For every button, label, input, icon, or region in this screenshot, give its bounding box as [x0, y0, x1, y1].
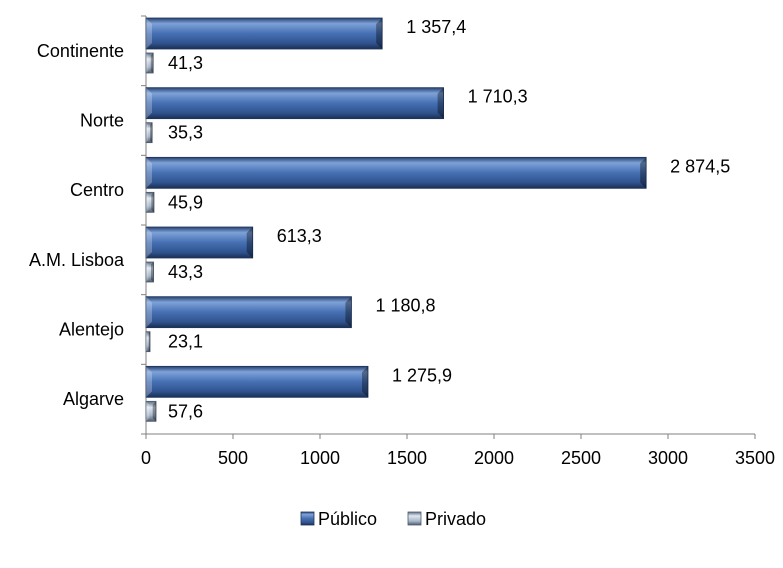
category-label: A.M. Lisboa — [29, 250, 125, 270]
bar-privado — [145, 331, 151, 353]
data-label-privado: 23,1 — [168, 332, 203, 352]
legend-item: Privado — [407, 509, 486, 529]
x-tick-label: 3000 — [648, 448, 688, 468]
bar-privado — [145, 191, 155, 213]
data-label-privado: 57,6 — [168, 401, 203, 421]
category-label: Alentejo — [59, 320, 124, 340]
bar-publico — [145, 17, 383, 50]
bar-publico — [145, 365, 369, 398]
bar-privado — [145, 122, 153, 144]
bar-privado — [145, 261, 154, 283]
bar-publico — [145, 87, 444, 120]
data-label-privado: 45,9 — [168, 192, 203, 212]
bar-publico — [145, 156, 647, 189]
legend-swatch — [300, 511, 315, 526]
data-label-publico: 2 874,5 — [670, 156, 730, 176]
category-label: Norte — [80, 111, 124, 131]
data-label-publico: 1 357,4 — [406, 17, 466, 37]
data-label-privado: 41,3 — [168, 53, 203, 73]
data-label-privado: 35,3 — [168, 123, 203, 143]
plot-area: 0 500 1000 1500 2000 2500 3000 3500 Continente 1 … — [29, 15, 775, 468]
x-tick-label: 3500 — [735, 448, 775, 468]
legend-swatch — [407, 511, 422, 526]
x-tick-label: 2000 — [474, 448, 514, 468]
x-tick-label: 1000 — [300, 448, 340, 468]
data-label-privado: 43,3 — [168, 262, 203, 282]
category-label: Centro — [70, 180, 124, 200]
category-label: Algarve — [63, 389, 124, 409]
bar-privado — [145, 400, 157, 422]
category-label: Continente — [37, 41, 124, 61]
legend-label: Privado — [425, 509, 486, 529]
data-label-publico: 613,3 — [277, 226, 322, 246]
data-label-publico: 1 275,9 — [392, 365, 452, 385]
data-label-publico: 1 710,3 — [468, 87, 528, 107]
legend: Público Privado — [300, 509, 486, 529]
bar-publico — [145, 226, 254, 259]
bar-publico — [145, 296, 352, 329]
data-label-publico: 1 180,8 — [375, 296, 435, 316]
x-tick-label: 500 — [218, 448, 248, 468]
x-tick-label: 2500 — [561, 448, 601, 468]
legend-item: Público — [300, 509, 377, 529]
x-tick-label: 1500 — [387, 448, 427, 468]
legend-label: Público — [318, 509, 377, 529]
x-tick-label: 0 — [141, 448, 151, 468]
bar-privado — [145, 52, 154, 74]
